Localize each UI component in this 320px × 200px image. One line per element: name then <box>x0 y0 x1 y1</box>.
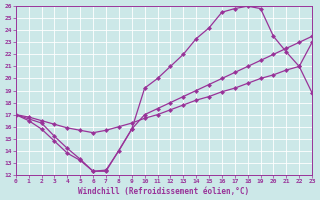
X-axis label: Windchill (Refroidissement éolien,°C): Windchill (Refroidissement éolien,°C) <box>78 187 250 196</box>
